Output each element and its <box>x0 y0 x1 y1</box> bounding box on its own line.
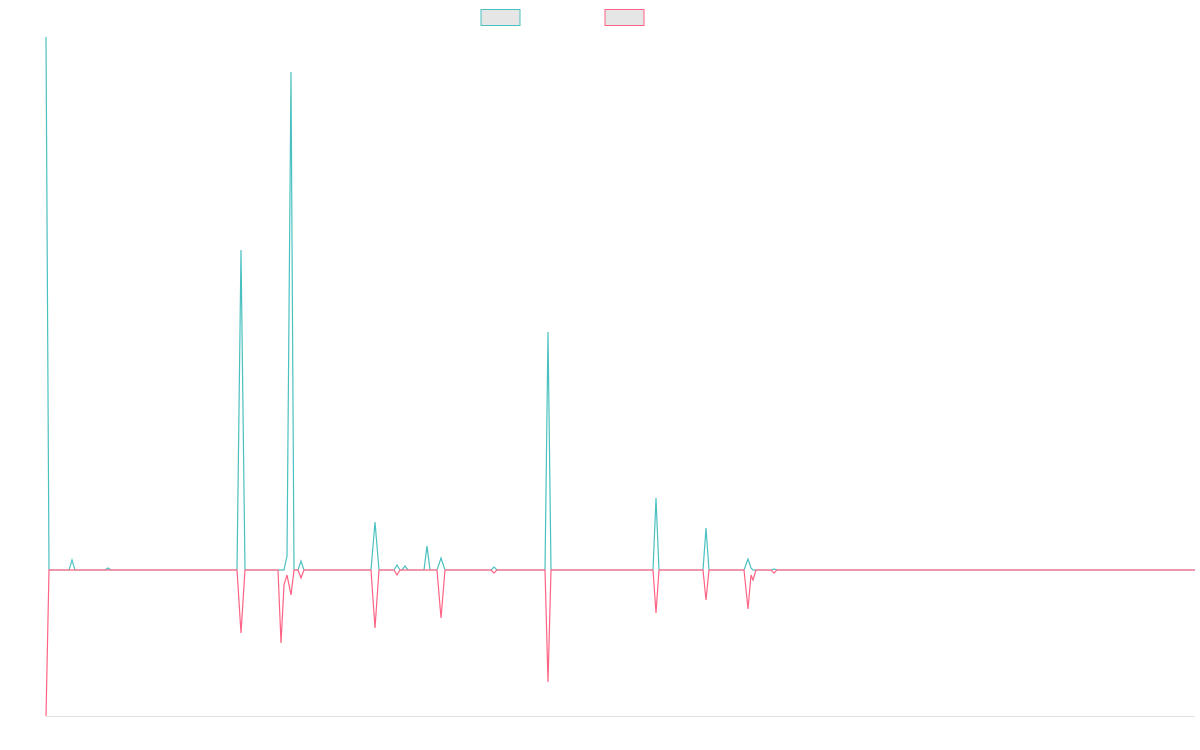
legend <box>480 9 645 26</box>
series-line <box>45 36 1195 571</box>
legend-swatch <box>604 9 645 26</box>
series-line <box>45 569 1195 717</box>
legend-swatch <box>480 9 521 26</box>
